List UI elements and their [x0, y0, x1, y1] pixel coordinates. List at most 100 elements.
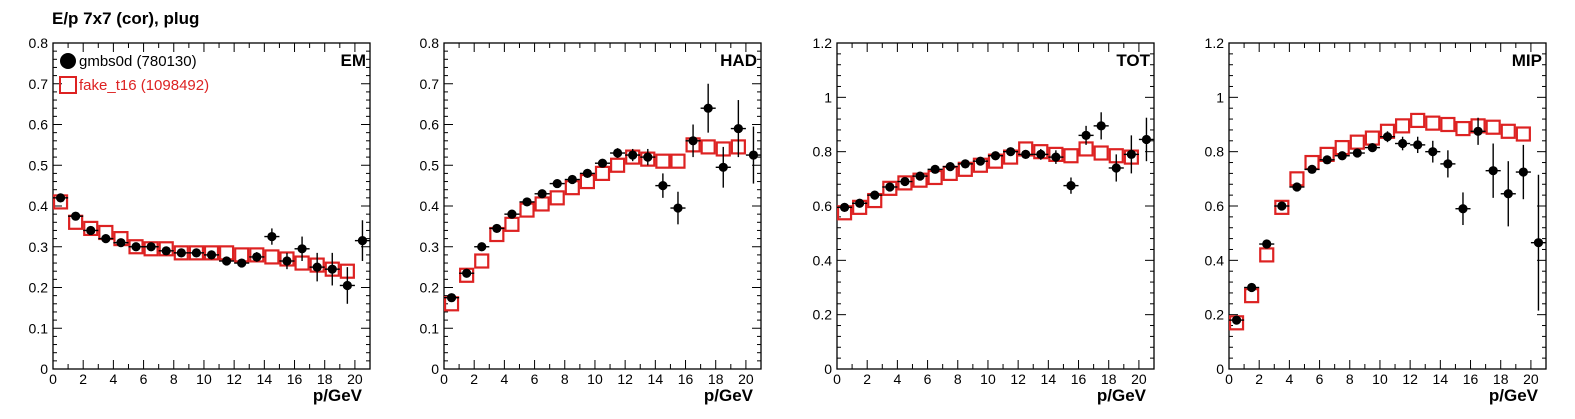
x-axis-title: p/GeV [1097, 386, 1147, 405]
data-point [1410, 112, 1426, 129]
data-point [1382, 132, 1393, 142]
x-tick-label: 20 [1131, 371, 1147, 387]
y-tick-label: 1 [1216, 89, 1224, 105]
data-point [1036, 149, 1046, 159]
data-point [567, 174, 577, 185]
panel-label: MIP [1512, 51, 1542, 70]
data-point [552, 178, 562, 189]
x-axis-title: p/GeV [1489, 386, 1539, 405]
data-point [882, 180, 898, 196]
y-tick-label: 0.2 [813, 307, 833, 323]
x-tick-label: 2 [1255, 371, 1263, 387]
y-tick-label: 0.7 [420, 76, 440, 92]
x-tick-label: 4 [109, 371, 117, 387]
data-point [1500, 123, 1516, 139]
data-point [1337, 151, 1347, 161]
y-tick-label: 0.6 [1205, 198, 1225, 214]
x-tick-label: 10 [587, 371, 603, 387]
x-tick-label: 12 [1010, 371, 1026, 387]
x-tick-label: 6 [924, 371, 932, 387]
data-point [191, 248, 202, 258]
data-point [1111, 163, 1121, 173]
data-point [474, 253, 490, 269]
series-gmbs0d [53, 193, 370, 304]
data-point [1141, 134, 1152, 145]
y-tick-label: 0 [40, 361, 48, 377]
x-tick-label: 10 [980, 371, 996, 387]
x-tick-label: 2 [863, 371, 871, 387]
x-tick-label: 20 [738, 371, 754, 387]
x-tick-label: 4 [893, 371, 901, 387]
data-point [1051, 152, 1061, 162]
y-tick-label: 0.4 [813, 252, 833, 268]
y-tick-label: 0.2 [1205, 307, 1225, 323]
y-tick-label: 0.5 [29, 157, 49, 173]
data-point [1005, 147, 1016, 157]
x-tick-label: 6 [531, 371, 539, 387]
data-point [975, 156, 986, 166]
y-tick-label: 0.5 [420, 157, 440, 173]
series-fake-t16 [836, 141, 1139, 221]
data-point [688, 136, 698, 146]
data-point [1063, 148, 1079, 164]
y-tick-label: 0.4 [1205, 252, 1225, 268]
data-point [1259, 247, 1275, 263]
data-point [1425, 115, 1441, 131]
series-gmbs0d [837, 112, 1154, 212]
data-point [1413, 140, 1423, 150]
data-point [221, 256, 232, 266]
legend: gmbs0d (780130) fake_t16 (1098492) [59, 53, 209, 94]
y-tick-label: 1.2 [813, 35, 833, 51]
plot-frame [443, 42, 762, 370]
y-tick-label: 0.6 [420, 117, 440, 133]
data-point [1397, 138, 1408, 149]
data-point [55, 193, 66, 203]
data-point [839, 202, 850, 212]
legend-marker [59, 76, 77, 94]
data-point [1322, 155, 1332, 165]
data-point [960, 159, 970, 169]
data-point [718, 162, 728, 172]
page-title: E/p 7x7 (cor), plug [52, 9, 200, 28]
x-axis-title: p/GeV [704, 386, 754, 405]
x-tick-label: 18 [708, 371, 724, 387]
chart-panel-tot: 0 0.2 0.4 0.6 0.8 1 1.2 0 2 4 6 8 10 12 14 16 18 20p/GeV T… [813, 35, 1155, 405]
data-point [146, 242, 156, 252]
chart-panel-had: 0 0.1 0.2 0.3 0.4 0.5 0.6 0.7 0.8 0 2 4 6 8 10 12 14 16 18… [420, 35, 762, 405]
plot-frame [836, 42, 1155, 370]
data-point [1081, 130, 1091, 140]
data-point [643, 152, 653, 162]
y-tick-label: 0.8 [29, 35, 49, 51]
x-tick-label: 6 [1316, 371, 1324, 387]
x-tick-label: 16 [678, 371, 694, 387]
panel-label: TOT [1116, 51, 1150, 70]
data-point [86, 225, 96, 236]
x-tick-label: 2 [79, 371, 87, 387]
data-point [1093, 145, 1109, 161]
data-point [1367, 142, 1378, 153]
data-point [446, 293, 457, 303]
data-point [1126, 149, 1136, 159]
x-tick-label: 10 [196, 371, 212, 387]
data-point [1292, 182, 1302, 192]
x-tick-label: 0 [49, 371, 57, 387]
data-point [670, 153, 686, 169]
chart-panel-mip: 0 0.2 0.4 0.6 0.8 1 1.2 0 2 4 6 8 10 12 14 16 18 20p/GeV M… [1205, 35, 1547, 405]
data-point [885, 182, 895, 192]
data-point [609, 157, 626, 173]
series-fake-t16 [52, 194, 355, 279]
data-point [71, 211, 81, 221]
data-point [1455, 120, 1471, 137]
y-tick-label: 0.2 [420, 280, 440, 296]
x-tick-label: 16 [287, 371, 303, 387]
y-tick-label: 0.3 [29, 239, 49, 255]
data-point [1096, 121, 1106, 131]
x-tick-label: 10 [1372, 371, 1388, 387]
y-tick-label: 0.4 [420, 198, 440, 214]
data-point [582, 168, 593, 178]
data-point [312, 262, 322, 272]
data-point [658, 181, 668, 191]
x-tick-label: 18 [1101, 371, 1117, 387]
legend-entry-label: gmbs0d (780130) [79, 53, 197, 70]
